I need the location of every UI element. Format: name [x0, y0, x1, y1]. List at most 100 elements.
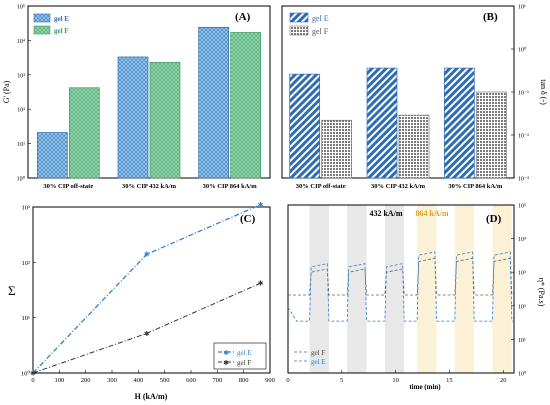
data-point-gel-f: ✱ — [258, 280, 264, 288]
panel-d-frame — [287, 204, 515, 374]
ytick-label: 10⁻³ — [518, 177, 529, 183]
panel-c-ticks: 0 100 200 300 400 500 600 700 800 900 10⁰ 10¹ 10² 10³ — [21, 205, 275, 385]
series-line-gel-e — [287, 251, 514, 322]
legend-swatch-gel-e — [289, 12, 309, 23]
xtick-label: 15 — [446, 377, 453, 384]
xtick-label: 500 — [160, 377, 170, 384]
legend-box — [213, 342, 267, 370]
ytick-label: 10⁴ — [518, 237, 526, 243]
ytick-label: 10⁴ — [17, 39, 25, 45]
panel-a-yticks: 10⁰ 10¹ 10² 10³ 10⁴ 10⁵ — [17, 5, 31, 183]
ytick-label: 10⁻¹ — [518, 91, 529, 97]
legend-swatch-gel-f — [289, 25, 309, 36]
ytick-label: 10¹ — [17, 142, 25, 148]
category-label: 30% CIP 864 kA/m — [203, 183, 258, 190]
legend-label-gel-e: gel E — [312, 14, 329, 23]
panel-d-lines — [287, 251, 514, 322]
ytick-label: 10⁵ — [17, 5, 25, 11]
shaded-interval-864 — [492, 205, 512, 373]
xtick-label: 900 — [265, 377, 275, 384]
xtick-label: 0 — [286, 377, 289, 384]
panel-a: (A) G' (Pa) 10⁰ 10¹ 10² 10³ 10⁴ 10⁵ 30% CIP o… — [2, 5, 271, 190]
category-label: 30% CIP off-state — [296, 183, 346, 190]
ytick-label: 10² — [518, 304, 526, 310]
xtick-label: 700 — [212, 377, 222, 384]
bar-gel-e — [289, 73, 321, 179]
panel-a-xlabels: 30% CIP off-state 30% CIP 432 kA/m 30% CIP… — [43, 183, 257, 190]
ytick-label: 10⁻² — [518, 134, 529, 140]
xtick-label: 800 — [239, 377, 249, 384]
panel-c-frame — [32, 206, 271, 374]
bar-gel-e — [198, 26, 230, 179]
category-label: 30% CIP 864 kA/m — [448, 183, 503, 190]
panel-d: (D) 432 kA/m 864 kA/m η* (Pa.s) time (mi… — [286, 204, 546, 392]
ytick-label: 10⁵ — [518, 204, 526, 210]
bar-gel-f — [68, 87, 100, 179]
annotation-432: 432 kA/m — [369, 209, 402, 218]
panel-d-ticks: 0 5 10 15 20 10⁰ 10¹ 10² 10³ 10⁴ 10⁵ — [286, 204, 527, 385]
ytick-label: 10³ — [22, 205, 31, 212]
category-label: 30% CIP off-state — [43, 183, 93, 190]
legend-label-gel-f: gel F — [311, 349, 325, 357]
ytick-label: 10² — [17, 108, 25, 114]
legend-swatch-gel-e — [33, 13, 51, 23]
series-line-gel-f — [32, 282, 261, 374]
ytick-label: 10¹ — [22, 315, 31, 322]
panel-d-ylabel: η* (Pa.s) — [537, 278, 546, 307]
panel-c-legend: ✱ gel E ✱ gel F — [213, 342, 267, 370]
bar-gel-f — [230, 32, 262, 179]
panel-d-xlabel: time (min) — [409, 383, 441, 391]
shaded-interval-432 — [384, 205, 405, 373]
legend-label-gel-e: gel E — [54, 15, 69, 23]
ytick-label: 10⁰ — [518, 371, 527, 378]
legend-swatch-gel-f — [33, 25, 51, 35]
panel-d-shaded-intervals — [309, 205, 512, 373]
xtick-label: 20 — [500, 377, 507, 384]
legend-label-gel-f: gel F — [312, 27, 329, 36]
panel-b-ylabel: tan δ (-) — [539, 79, 548, 105]
ytick-label: 10⁰ — [17, 176, 26, 183]
data-point-gel-e: ✱ — [144, 251, 150, 259]
legend-label-gel-f: gel F — [237, 359, 251, 367]
ytick-label: 10¹ — [518, 338, 526, 344]
bar-gel-e — [36, 132, 68, 179]
ytick-label: 10⁰ — [518, 47, 527, 54]
data-point-gel-e: ✱ — [30, 370, 36, 378]
ytick-label: 10⁰ — [21, 370, 31, 378]
panel-b-legend: gel E gel F — [289, 12, 329, 36]
xtick-label: 300 — [107, 377, 117, 384]
xtick-label: 5 — [340, 377, 343, 384]
data-point-gel-f: ✱ — [144, 330, 150, 338]
legend-label-gel-f: gel F — [54, 27, 69, 35]
xtick-label: 600 — [186, 377, 196, 384]
panel-a-legend: gel E gel F — [33, 13, 69, 35]
panel-c-label: (C) — [240, 213, 256, 225]
shaded-interval-864 — [454, 205, 475, 373]
ytick-label: 10³ — [518, 271, 526, 277]
bar-gel-f — [321, 119, 353, 179]
bar-gel-e — [443, 67, 475, 179]
xtick-label: 400 — [133, 377, 143, 384]
xtick-label: 0 — [31, 377, 34, 384]
bar-gel-f — [149, 62, 181, 179]
annotation-864: 864 kA/m — [415, 209, 448, 218]
category-label: 30% CIP 432 kA/m — [371, 183, 426, 190]
bar-gel-f — [475, 91, 507, 179]
panel-a-label: (A) — [235, 11, 251, 23]
panel-c: (C) Σ H (kA/m) 0 100 200 300 400 500 600 700 800… — [8, 201, 275, 401]
panel-a-bars — [36, 26, 262, 179]
panel-b-label: (B) — [483, 11, 498, 23]
legend-label-gel-e: gel E — [237, 349, 252, 357]
xtick-label: 200 — [81, 377, 91, 384]
legend-marker-gel-f: ✱ — [223, 359, 229, 367]
panel-b-bars — [289, 67, 507, 179]
panel-d-legend: gel F gel E — [294, 349, 326, 366]
ytick-label: 10³ — [17, 73, 25, 79]
bar-gel-e — [117, 56, 149, 179]
category-label: 30% CIP 432 kA/m — [122, 183, 177, 190]
ytick-label: 10² — [22, 260, 31, 267]
series-line-gel-e — [32, 204, 261, 374]
panel-a-frame — [27, 5, 271, 179]
xtick-label: 10 — [392, 377, 399, 384]
bar-gel-e — [366, 67, 398, 179]
